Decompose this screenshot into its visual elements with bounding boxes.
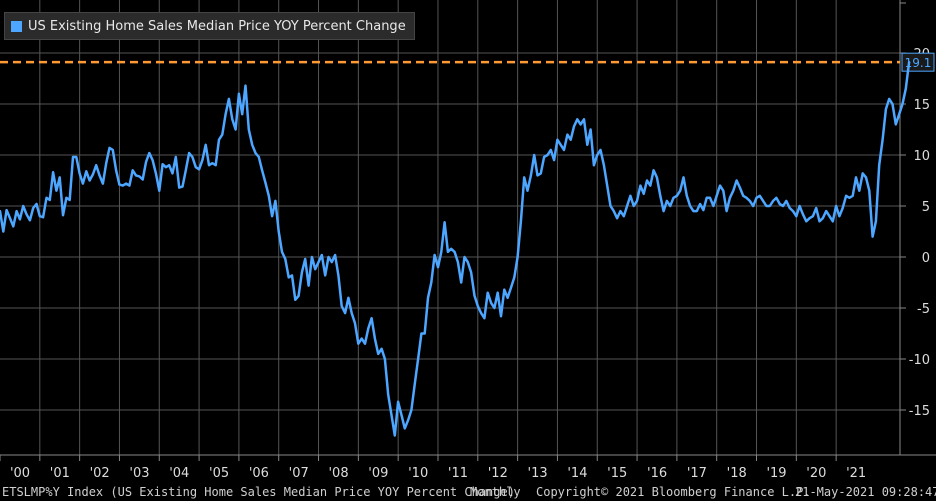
- x-tick-label: '01: [50, 466, 70, 481]
- x-tick-label: '16: [647, 466, 667, 481]
- x-tick-label: '12: [488, 466, 508, 481]
- x-tick-label: '06: [249, 466, 269, 481]
- footer-ticker: ETSLMP%Y Index (US Existing Home Sales M…: [2, 485, 515, 499]
- legend: US Existing Home Sales Median Price YOY …: [4, 12, 415, 40]
- y-tick-label: -5: [917, 302, 930, 317]
- last-value-reference: 19.1: [0, 52, 935, 72]
- x-tick-label: '00: [10, 466, 30, 481]
- x-tick-label: '03: [129, 466, 149, 481]
- y-tick-label: -10: [909, 353, 930, 368]
- y-tick-label: 10: [913, 149, 930, 164]
- legend-label: US Existing Home Sales Median Price YOY …: [28, 18, 406, 34]
- x-tick-label: '20: [806, 466, 826, 481]
- footer-timestamp: 21-May-2021 09:28:47: [795, 485, 936, 499]
- x-tick-label: '15: [607, 466, 627, 481]
- footer-bar: ETSLMP%Y Index (US Existing Home Sales M…: [0, 484, 936, 501]
- last-value-label: 19.1: [905, 56, 932, 70]
- y-tick-label: 15: [913, 98, 930, 113]
- gridlines: [0, 0, 900, 455]
- footer-copyright: Copyright© 2021 Bloomberg Finance L.P.: [536, 485, 811, 499]
- y-tick-label: -15: [909, 404, 930, 419]
- x-tick-label: '21: [846, 466, 866, 481]
- series-line: [0, 60, 911, 437]
- x-tick-label: '09: [368, 466, 388, 481]
- x-tick-label: '17: [687, 466, 707, 481]
- legend-swatch: [11, 20, 22, 32]
- x-tick-label: '07: [289, 466, 309, 481]
- footer-frequency: Monthly: [470, 485, 521, 499]
- x-tick-label: '11: [448, 466, 468, 481]
- x-tick-label: '02: [90, 466, 110, 481]
- x-tick-label: '18: [727, 466, 747, 481]
- y-tick-label: 5: [922, 200, 930, 215]
- x-tick-label: '13: [528, 466, 548, 481]
- x-tick-label: '10: [408, 466, 428, 481]
- y-tick-label: 0: [922, 251, 930, 266]
- series-area: [0, 60, 911, 437]
- x-tick-label: '05: [209, 466, 229, 481]
- x-tick-label: '14: [567, 466, 587, 481]
- x-tick-label: '19: [766, 466, 786, 481]
- x-tick-label: '08: [328, 466, 348, 481]
- last-value-box: [901, 52, 935, 72]
- x-tick-label: '04: [169, 466, 189, 481]
- x-axis: '00 '01 '02 '03 '04 '05 '06 '07 '08 '09 '10 '11 '12 '…: [0, 454, 936, 481]
